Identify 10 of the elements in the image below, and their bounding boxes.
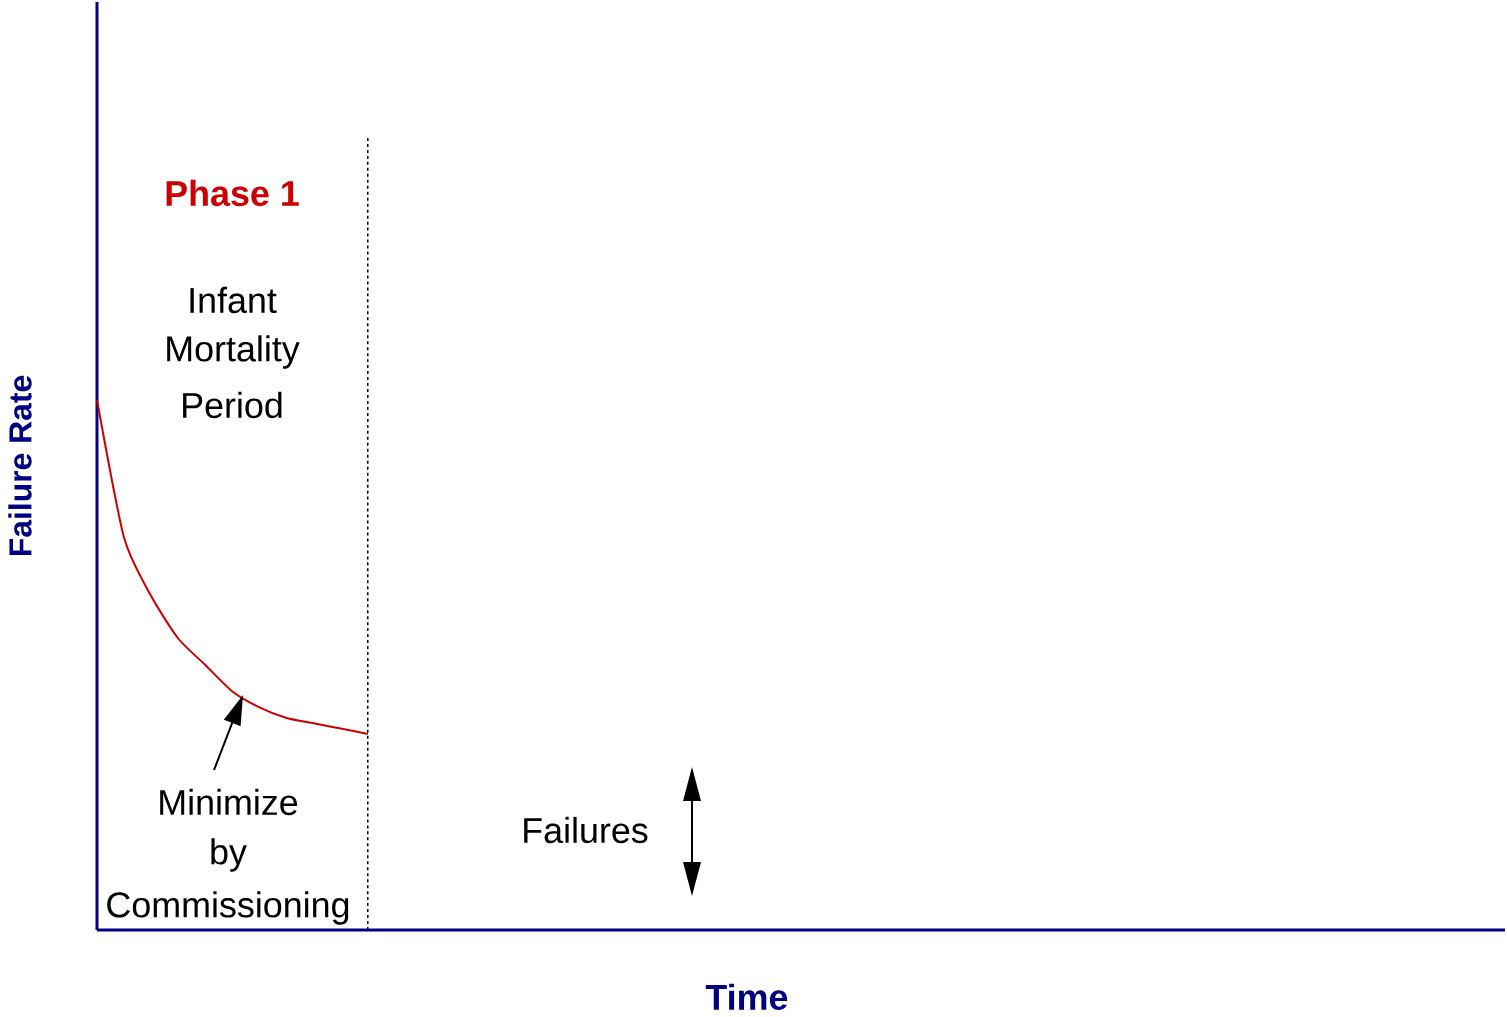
annotation: Period xyxy=(183,391,282,419)
y-axis-title: Failure Rate xyxy=(8,375,32,556)
text: Infant xyxy=(190,286,277,314)
annotation: Commissioning xyxy=(107,891,349,925)
annotation: by xyxy=(211,838,247,872)
annotation: Failures xyxy=(524,816,648,844)
text: Phase 1 xyxy=(166,179,299,207)
x-axis-title: Time xyxy=(705,983,788,1010)
text: Mortality xyxy=(167,335,300,369)
annotation: Minimize xyxy=(160,788,298,816)
